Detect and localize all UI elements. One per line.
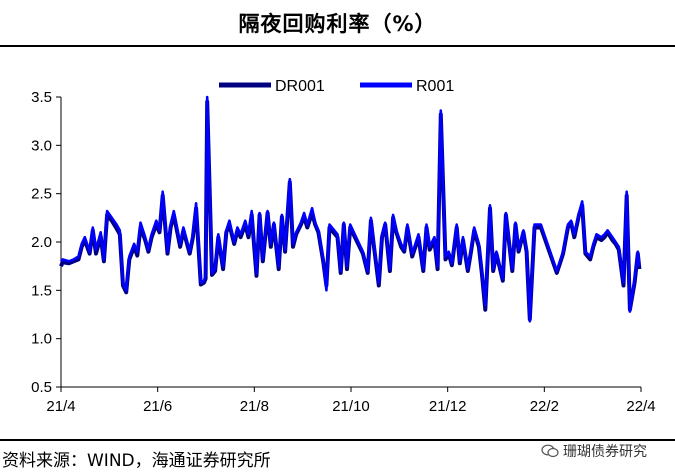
x-tick-label: 22/2 (530, 398, 559, 415)
x-tick-label: 21/4 (46, 398, 75, 415)
x-tick-label: 21/8 (240, 398, 269, 415)
y-tick-label: 2.0 (31, 234, 52, 251)
x-tick-label: 22/4 (626, 398, 655, 415)
source-note: 资料来源：WIND，海通证券研究所 (2, 451, 271, 471)
x-tick-label: 21/12 (429, 398, 467, 415)
x-tick-label: 21/6 (143, 398, 172, 415)
watermark-text: 珊瑚债券研究 (563, 444, 647, 460)
chart-title: 隔夜回购利率（%） (238, 12, 437, 36)
footer-divider (0, 439, 675, 441)
series-layer (59, 95, 642, 323)
y-tick-label: 0.5 (31, 379, 52, 396)
line-chart: 0.51.01.52.02.53.03.5 21/4 21/6 21/8 21/10 2… (31, 78, 656, 415)
legend: DR001 R001 (219, 78, 454, 95)
x-axis: 21/4 21/6 21/8 21/10 21/12 22/2 22/4 (46, 386, 656, 415)
y-axis: 0.5 1.0 1.5 2.0 2.5 3.0 3.5 (31, 89, 62, 396)
y-tick-label: 1.5 (31, 282, 52, 299)
y-tick-label: 3.0 (31, 137, 52, 154)
legend-label-r001: R001 (416, 78, 454, 95)
x-tick-label: 21/10 (332, 398, 370, 415)
y-tick-label: 1.0 (31, 331, 52, 348)
watermark: 珊瑚债券研究 (541, 441, 647, 461)
series-line-dr001 (59, 99, 642, 322)
y-tick-label: 2.5 (31, 186, 52, 203)
title-divider (0, 45, 675, 47)
series-line-r001 (60, 95, 641, 323)
y-tick-label: 3.5 (31, 89, 52, 106)
wechat-icon (541, 444, 559, 458)
legend-label-dr001: DR001 (275, 78, 325, 95)
